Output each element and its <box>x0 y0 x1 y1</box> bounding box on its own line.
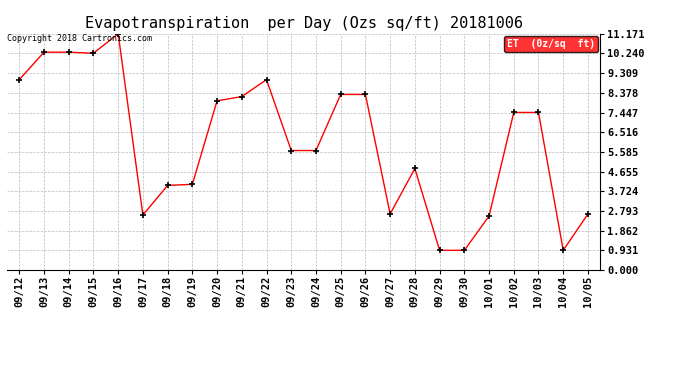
Title: Evapotranspiration  per Day (Ozs sq/ft) 20181006: Evapotranspiration per Day (Ozs sq/ft) 2… <box>85 16 522 31</box>
Text: Copyright 2018 Cartronics.com: Copyright 2018 Cartronics.com <box>7 34 152 43</box>
Legend: ET  (0z/sq  ft): ET (0z/sq ft) <box>504 36 598 51</box>
